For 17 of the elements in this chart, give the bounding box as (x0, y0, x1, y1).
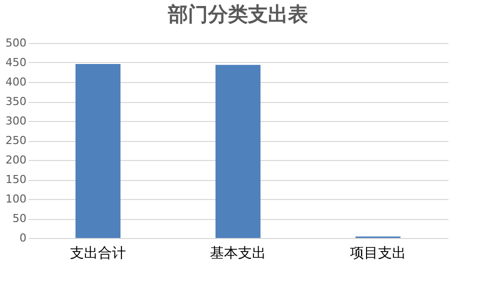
y-tick-label: 450 (6, 56, 26, 69)
y-tick-label: 50 (12, 212, 26, 225)
chart-title: 部门分类支出表 (167, 2, 308, 26)
y-tick-label: 200 (6, 154, 26, 166)
bar (216, 64, 260, 238)
y-tick-label: 500 (6, 36, 26, 50)
x-tick-label: 基本支出 (210, 246, 266, 262)
y-tick-label: 300 (6, 114, 26, 128)
y-tick-label: 350 (6, 95, 26, 108)
bar (76, 64, 120, 238)
y-tick-label: 0 (20, 232, 26, 244)
y-tick-label: 150 (6, 173, 26, 186)
y-tick-label: 250 (6, 134, 26, 147)
x-tick-label: 支出合计 (70, 246, 126, 262)
y-tick-label: 400 (6, 76, 26, 88)
x-tick-label: 项目支出 (350, 246, 406, 262)
y-tick-label: 100 (6, 192, 26, 206)
